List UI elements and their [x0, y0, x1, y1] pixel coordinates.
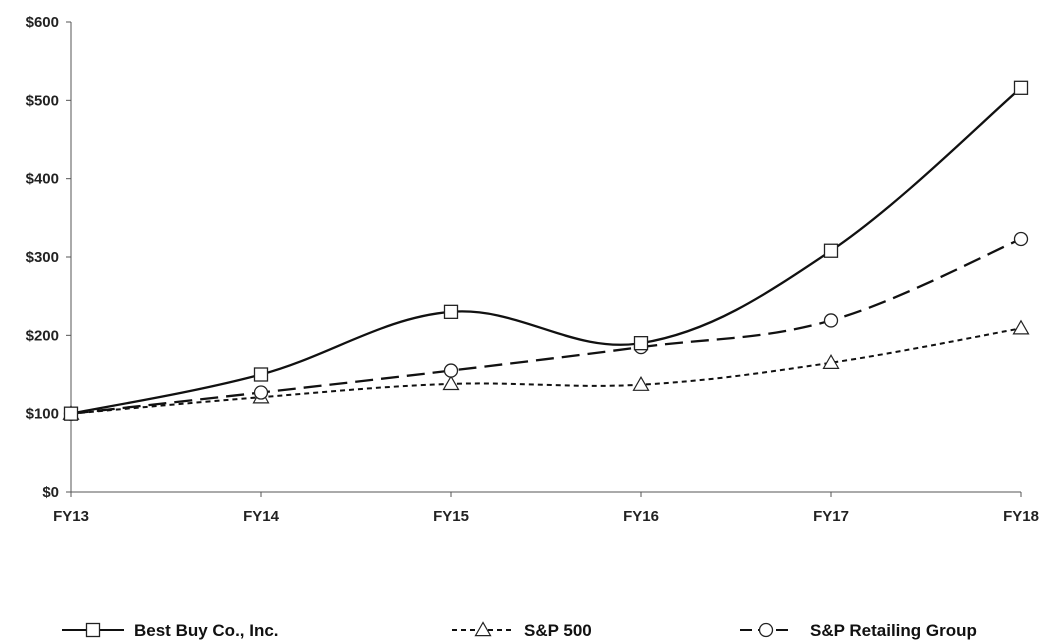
- series-line-0: [70, 86, 1022, 415]
- x-tick-label: FY16: [623, 508, 659, 525]
- data-point-circle: [443, 363, 459, 378]
- legend-marker-triangle: [474, 621, 492, 637]
- series-line-1: [70, 327, 1022, 415]
- legend: Best Buy Co., Inc. S&P 500 S&P Retailing G…: [62, 621, 977, 640]
- series-line-2: [70, 237, 1022, 415]
- data-point-triangle: [442, 375, 460, 391]
- y-tick-label: $600: [26, 14, 59, 31]
- legend-marker-circle: [758, 622, 774, 638]
- y-tick-label: $500: [26, 92, 59, 109]
- data-point-square: [443, 304, 459, 319]
- y-tick-label: $100: [26, 406, 59, 423]
- markers-layer: [62, 80, 1030, 421]
- x-tick-label: FY18: [1003, 508, 1039, 525]
- data-point-circle: [253, 385, 269, 400]
- data-point-circle: [823, 313, 839, 328]
- legend-label: Best Buy Co., Inc.: [134, 621, 279, 640]
- data-point-square: [63, 406, 79, 421]
- y-tick-label: $400: [26, 171, 59, 188]
- data-point-triangle: [1012, 319, 1030, 335]
- y-tick-label: $0: [42, 484, 59, 501]
- x-tick-label: FY13: [53, 508, 89, 525]
- y-tick-label: $300: [26, 249, 59, 266]
- x-tick-label: FY17: [813, 508, 849, 525]
- x-tick-label: FY14: [243, 508, 280, 525]
- legend-item: S&P 500: [452, 621, 592, 640]
- legend-label: S&P Retailing Group: [810, 621, 977, 640]
- data-point-square: [823, 243, 839, 258]
- y-tick-label: $200: [26, 327, 59, 344]
- data-point-square: [1013, 80, 1029, 95]
- data-point-circle: [1013, 231, 1029, 247]
- data-point-square: [633, 336, 649, 351]
- data-point-triangle: [822, 354, 840, 369]
- series-layer: [70, 86, 1022, 415]
- legend-label: S&P 500: [524, 621, 592, 640]
- data-point-square: [253, 367, 269, 382]
- legend-marker-square: [85, 622, 101, 638]
- legend-item: Best Buy Co., Inc.: [62, 621, 279, 640]
- legend-item: S&P Retailing Group: [740, 621, 977, 640]
- data-point-triangle: [632, 375, 650, 391]
- chart-axes: $0 $100 $200 $300 $400 $500 $600 FY13 FY14 FY15 FY…: [26, 14, 1039, 525]
- x-tick-label: FY15: [433, 508, 469, 525]
